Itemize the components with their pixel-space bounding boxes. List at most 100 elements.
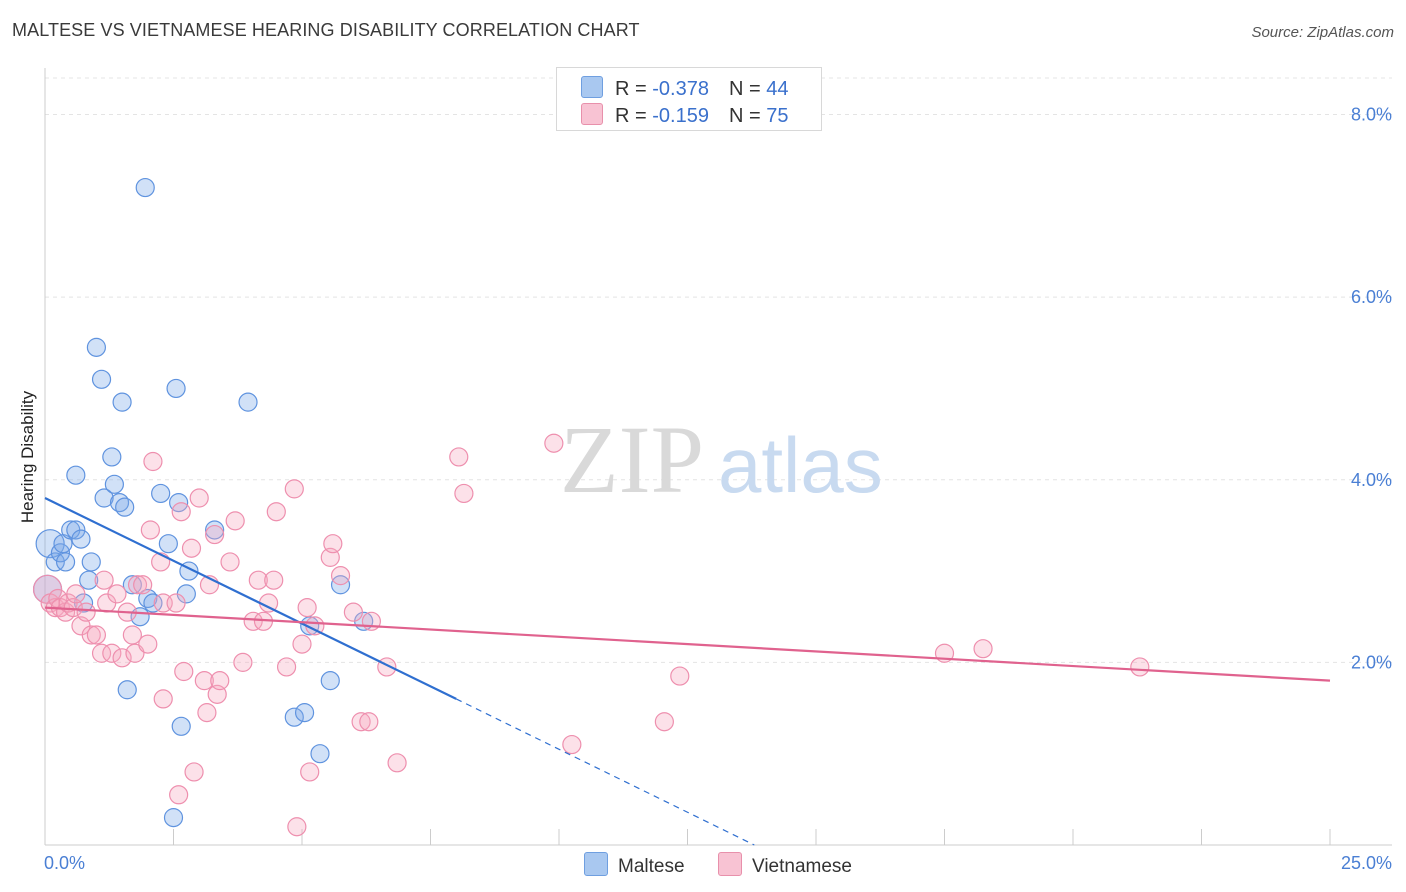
legend-r-value: -0.378 <box>652 78 709 100</box>
vietnamese-point <box>171 502 191 522</box>
maltese-point <box>122 575 142 595</box>
maltese-point <box>294 703 315 723</box>
vietnamese-point <box>264 570 284 590</box>
maltese-point <box>310 744 330 764</box>
vietnamese-point <box>449 447 469 467</box>
legend-n-value: 75 <box>766 105 789 127</box>
maltese-point <box>104 474 124 494</box>
vietnamese-point <box>102 643 122 663</box>
vietnamese-point <box>297 597 317 618</box>
x-tick-label: 25.0% <box>1341 853 1392 873</box>
maltese-point <box>71 529 91 549</box>
maltese-point <box>79 570 99 590</box>
legend-n-label: N = <box>728 78 767 100</box>
trend-lines <box>44 497 1331 846</box>
maltese-point <box>143 593 163 613</box>
maltese-point <box>135 177 155 198</box>
maltese-point <box>102 447 122 467</box>
vietnamese-point <box>343 602 363 622</box>
axes <box>44 68 1392 846</box>
vietnamese-point <box>330 566 351 586</box>
maltese-point <box>86 337 107 357</box>
bottom-legend-maltese: Maltese <box>584 852 685 878</box>
legend-swatch-vietnamese <box>581 103 603 125</box>
legend-row-vietnamese: R = -0.159 N = 75 <box>581 103 788 127</box>
legend-r-value: -0.159 <box>652 105 709 127</box>
maltese-point <box>91 369 112 389</box>
maltese-trend-line <box>44 497 457 700</box>
vietnamese-point <box>562 734 582 755</box>
maltese-point <box>284 707 304 727</box>
vietnamese-point <box>166 593 186 613</box>
maltese-point <box>45 552 65 572</box>
vietnamese-point <box>197 703 217 723</box>
vietnamese-point <box>387 753 407 773</box>
vietnamese-point <box>140 520 160 540</box>
vietnamese-point <box>300 762 320 782</box>
vietnamese-point <box>225 511 245 531</box>
vietnamese-point <box>143 451 163 472</box>
vietnamese-point <box>205 524 225 545</box>
vietnamese-point <box>210 671 230 691</box>
vietnamese-point <box>153 689 173 709</box>
maltese-trend-extension <box>455 698 755 846</box>
maltese-point <box>112 392 132 412</box>
watermark-zip: ZIP <box>560 406 704 513</box>
vietnamese-point <box>133 575 153 595</box>
legend-row-maltese: R = -0.378 N = 44 <box>581 76 788 100</box>
maltese-point <box>81 552 101 572</box>
legend-r-label: R = <box>615 105 653 127</box>
legend: R = -0.378 N = 44 R = -0.159 N = 75 <box>556 67 822 131</box>
y-tick-label: 4.0% <box>1351 470 1392 490</box>
y-axis-label: Hearing Disability <box>18 390 37 523</box>
legend-n-label: N = <box>728 105 767 127</box>
legend-n-value: 44 <box>766 78 789 100</box>
maltese-point <box>163 808 184 828</box>
vietnamese-point <box>243 611 263 631</box>
vietnamese-point <box>544 433 564 453</box>
bottom-legend-label: Maltese <box>618 856 685 877</box>
maltese-point <box>205 520 225 540</box>
maltese-point <box>55 552 76 572</box>
vietnamese-point <box>112 648 132 668</box>
vietnamese-point <box>654 712 674 732</box>
maltese-point <box>151 483 171 504</box>
tick-labels: 2.0% 4.0% 6.0% 8.0% 0.0% 25.0% <box>44 105 1392 873</box>
vietnamese-point <box>76 602 96 622</box>
vietnamese-point <box>359 712 379 732</box>
maltese-point <box>320 671 340 691</box>
maltese-point <box>66 465 86 485</box>
vietnamese-point <box>181 538 202 558</box>
vietnamese-trend-line <box>44 606 1331 682</box>
x-tick-label: 0.0% <box>44 853 85 873</box>
vietnamese-point <box>266 502 286 522</box>
maltese-point <box>66 520 86 540</box>
vietnamese-point <box>91 643 112 663</box>
vietnamese-point <box>670 666 690 686</box>
maltese-point <box>94 488 114 508</box>
vietnamese-point <box>81 625 101 645</box>
maltese-point <box>238 392 258 412</box>
legend-swatch-maltese <box>581 76 603 98</box>
grid-lines <box>45 77 1392 663</box>
vietnamese-point <box>248 570 268 590</box>
watermark-atlas: atlas <box>718 421 883 509</box>
vietnamese-point <box>284 479 304 499</box>
maltese-point <box>166 378 186 399</box>
vietnamese-point <box>94 570 114 590</box>
vietnamese-point <box>323 534 343 554</box>
vietnamese-point <box>107 584 127 604</box>
vietnamese-point <box>1130 657 1150 677</box>
vietnamese-point <box>127 575 148 595</box>
chart-title: MALTESE VS VIETNAMESE HEARING DISABILITY… <box>12 20 640 40</box>
legend-r-label: R = <box>615 78 653 100</box>
maltese-point <box>115 497 135 517</box>
bottom-legend-label: Vietnamese <box>752 856 852 877</box>
vietnamese-point <box>194 671 214 691</box>
maltese-point <box>171 716 191 736</box>
vietnamese-point <box>169 785 189 805</box>
bottom-legend-swatch-maltese <box>584 852 608 876</box>
vietnamese-point <box>220 552 240 572</box>
vietnamese-point <box>233 652 253 672</box>
